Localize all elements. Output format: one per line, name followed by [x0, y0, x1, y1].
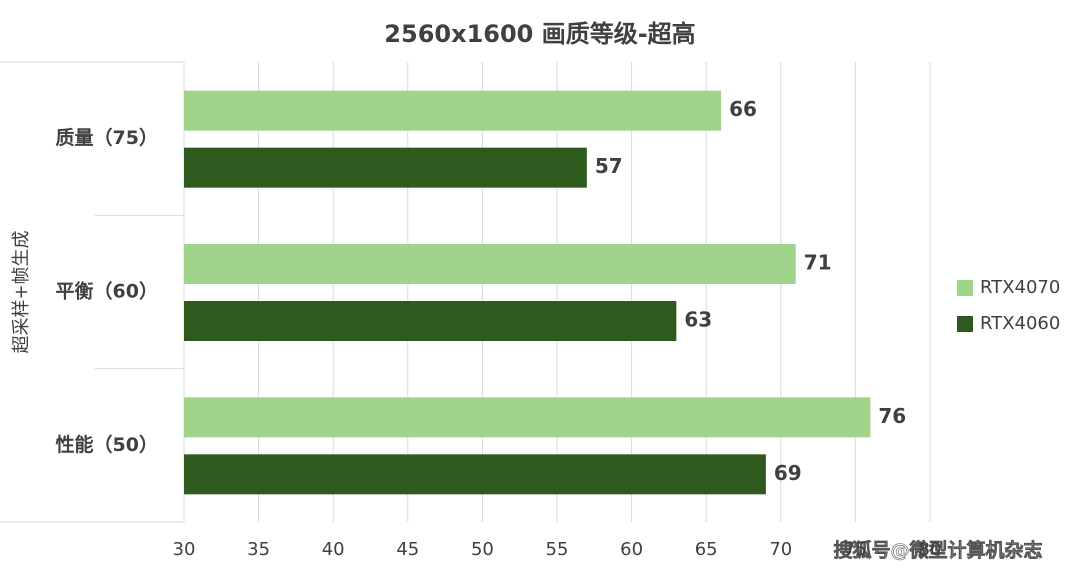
x-tick-label: 60 [620, 539, 643, 560]
y-tick-label: 质量（75） [56, 126, 158, 149]
x-tick-label: 70 [769, 539, 792, 560]
legend-swatch [957, 316, 973, 332]
data-label: 63 [684, 308, 712, 332]
y-tick-label: 平衡（60） [56, 280, 158, 303]
y-group-label: 超采样+帧生成 [11, 230, 32, 353]
bar [184, 301, 677, 341]
bar [184, 90, 722, 131]
legend-label: RTX4070 [980, 277, 1060, 298]
bar [184, 147, 587, 188]
data-label: 71 [804, 251, 832, 275]
legend-swatch [957, 280, 973, 296]
x-tick-label: 40 [322, 539, 345, 560]
data-label: 66 [729, 97, 757, 121]
bar [184, 244, 796, 284]
x-tick-label: 55 [546, 539, 569, 560]
watermark: 搜狐号@微型计算机杂志 [833, 539, 1042, 562]
data-label: 57 [595, 154, 623, 178]
bar [184, 454, 766, 495]
data-label: 76 [878, 404, 906, 428]
bar [184, 397, 871, 438]
x-tick-label: 30 [173, 539, 196, 560]
data-label: 69 [774, 461, 802, 485]
x-tick-label: 50 [471, 539, 494, 560]
x-tick-label: 35 [247, 539, 270, 560]
x-tick-label: 80 [919, 539, 942, 560]
y-tick-label: 性能（50） [56, 433, 158, 456]
x-tick-label: 45 [396, 539, 419, 560]
chart-title: 2560x1600 画质等级-超高 [384, 20, 695, 48]
x-tick-label: 75 [844, 539, 867, 560]
legend-label: RTX4060 [980, 313, 1060, 334]
x-tick-label: 65 [695, 539, 718, 560]
